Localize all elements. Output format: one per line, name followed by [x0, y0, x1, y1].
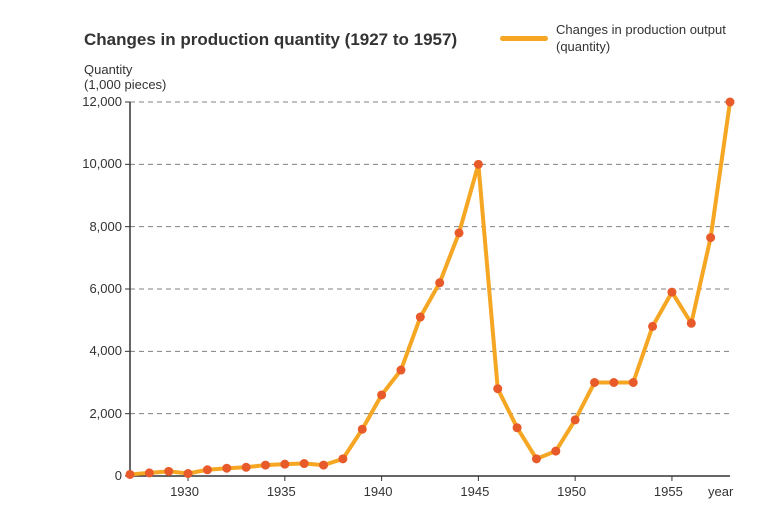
- ytick-label: 2,000: [89, 406, 122, 421]
- plot-area: [130, 102, 730, 476]
- legend-swatch: [500, 36, 548, 41]
- y-axis-label-line1: Quantity: [84, 62, 166, 77]
- chart-title: Changes in production quantity (1927 to …: [84, 30, 457, 50]
- xtick-label: 1930: [170, 484, 199, 499]
- y-axis-label-line2: (1,000 pieces): [84, 77, 166, 92]
- xtick-label: 1950: [557, 484, 586, 499]
- x-axis-label: year: [708, 484, 733, 499]
- y-axis-label: Quantity (1,000 pieces): [84, 62, 166, 92]
- chart-svg: [130, 102, 730, 476]
- xtick-label: 1945: [460, 484, 489, 499]
- xtick-label: 1935: [267, 484, 296, 499]
- ytick-label: 12,000: [82, 94, 122, 109]
- xtick-label: 1940: [364, 484, 393, 499]
- legend: Changes in production output(quantity): [500, 22, 726, 56]
- legend-label: Changes in production output(quantity): [556, 22, 726, 56]
- chart-container: Changes in production quantity (1927 to …: [0, 0, 779, 531]
- ytick-label: 0: [115, 468, 122, 483]
- ytick-label: 4,000: [89, 343, 122, 358]
- ytick-label: 6,000: [89, 281, 122, 296]
- ytick-label: 10,000: [82, 156, 122, 171]
- ytick-label: 8,000: [89, 219, 122, 234]
- xtick-label: 1955: [654, 484, 683, 499]
